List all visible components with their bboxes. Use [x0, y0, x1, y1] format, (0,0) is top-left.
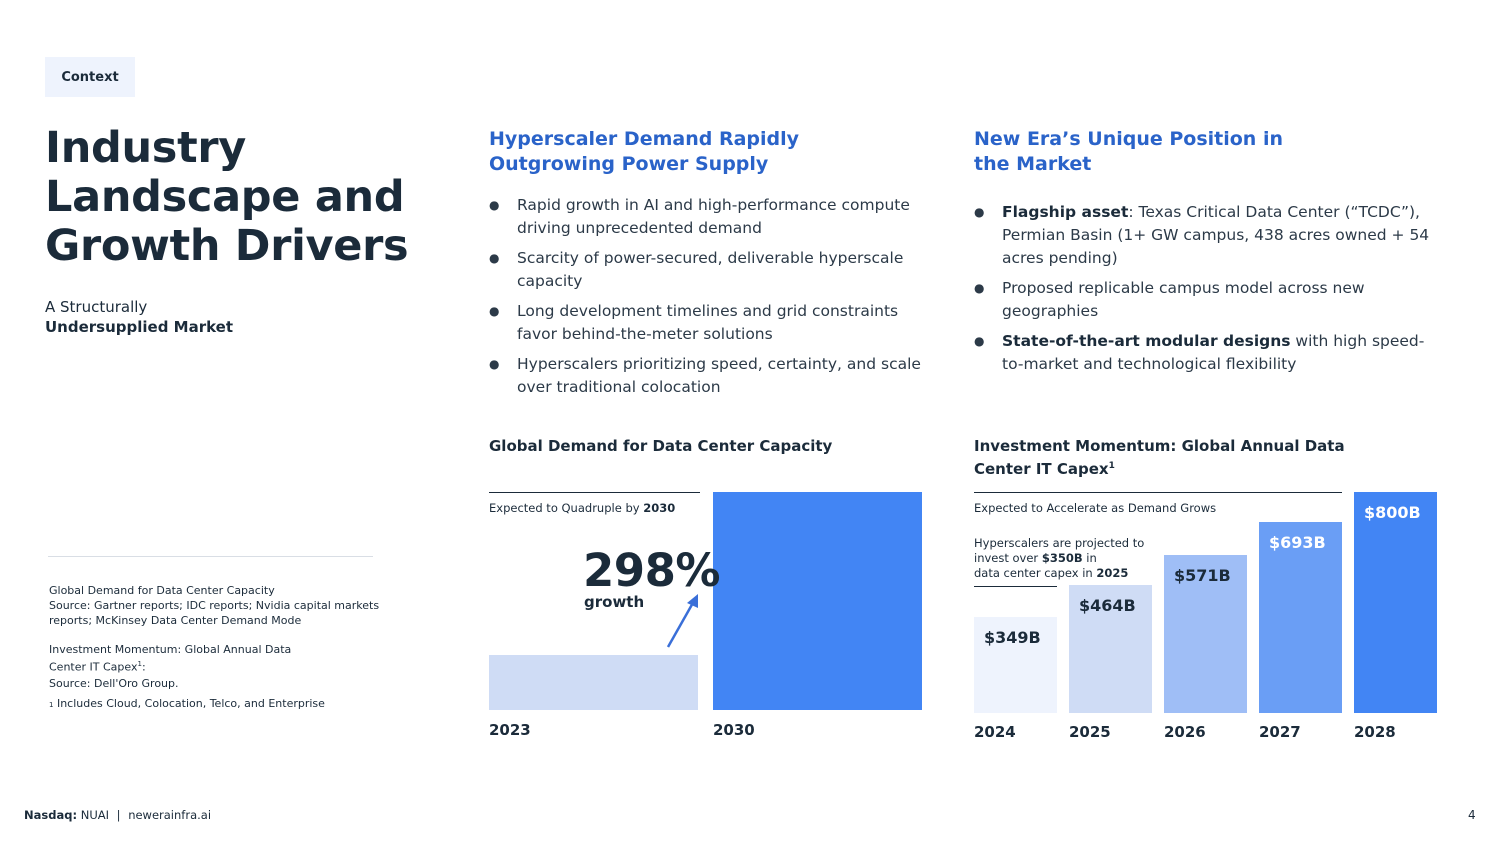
footer-ticker-symbol: NUAI — [80, 808, 109, 822]
chart2-bar-value-label: $800B — [1364, 503, 1421, 522]
chart2-bar-value-label: $571B — [1174, 566, 1231, 585]
col2-bullets: Flagship asset: Texas Critical Data Cent… — [974, 201, 1434, 383]
source-1-line-1: Source: Gartner reports; IDC reports; Nv… — [49, 599, 380, 612]
source-1-title: Global Demand for Data Center Capacity — [49, 584, 275, 597]
footer-website[interactable]: newerainfra.ai — [128, 808, 212, 822]
chart2-callout-l3-prefix: data center capex in — [974, 566, 1097, 580]
col2-bullet-3-bold: State-of-the-art modular designs — [1002, 332, 1291, 350]
chart1-year-label: 2030 — [713, 721, 755, 739]
page-title: Industry Landscape and Growth Drivers — [45, 124, 465, 271]
footer-exchange: Nasdaq: — [24, 808, 78, 822]
source-2-title: Investment Momentum: Global Annual Data — [49, 643, 292, 656]
chart1-bar-2023 — [489, 655, 698, 710]
col1-heading-line-2: Outgrowing Power Supply — [489, 153, 769, 175]
page-title-line-1: Industry — [45, 123, 246, 173]
chart2-bar-2028 — [1354, 492, 1437, 713]
chart2-note: Expected to Accelerate as Demand Grows — [974, 501, 1217, 515]
chart1-note-text: Expected to Quadruple by — [489, 501, 644, 515]
source-2-source: Source: Dell'Oro Group. — [49, 677, 179, 690]
chart2-bar-value-label: $349B — [984, 628, 1041, 647]
source-2-footnote: 1 Includes Cloud, Colocation, Telco, and… — [49, 696, 399, 713]
source-2-sup: 1 — [137, 660, 142, 668]
footer-ticker: Nasdaq: NUAI | newerainfra.ai — [24, 808, 211, 822]
source-2-colon: : — [141, 660, 146, 674]
sources-divider — [48, 556, 373, 557]
col2-bullet-3-text: with high speed-to-market and technologi… — [1002, 332, 1425, 373]
source-2-line-2-text: Center IT Capex — [49, 660, 138, 674]
chart2-year-label: 2024 — [974, 723, 1016, 741]
col1-bullets: Rapid growth in AI and high-performance … — [489, 194, 929, 406]
col2-heading: New Era’s Unique Position in the Market — [974, 127, 1434, 177]
col1-heading: Hyperscaler Demand Rapidly Outgrowing Po… — [489, 127, 929, 177]
col2-bullet-3: State-of-the-art modular designs with hi… — [974, 330, 1434, 376]
chart2-callout-rule — [974, 586, 1057, 587]
chart2-title-sup: 1 — [1108, 461, 1115, 471]
chart2-bar-value-label: $693B — [1269, 533, 1326, 552]
chart1-year-label: 2023 — [489, 721, 531, 739]
col1-bullet-3: Long development timelines and grid cons… — [489, 300, 929, 346]
chart2-year-label: 2028 — [1354, 723, 1396, 741]
chart2-title-line-2-text: Center IT Capex — [974, 460, 1109, 478]
source-1-line-2: reports; McKinsey Data Center Demand Mod… — [49, 614, 302, 627]
footer-separator: | — [116, 808, 121, 822]
subtitle-line-1: A Structurally — [45, 298, 148, 316]
chart2-title: Investment Momentum: Global Annual Data … — [974, 436, 1354, 479]
growth-label: growth — [584, 593, 645, 611]
chart2-callout: Hyperscalers are projected to invest ove… — [974, 536, 1144, 581]
chart2-year-label: 2025 — [1069, 723, 1111, 741]
chart2-callout-l3-bold: 2025 — [1096, 566, 1129, 580]
page-title-line-3: Growth Drivers — [45, 221, 409, 271]
col2-bullet-2: Proposed replicable campus model across … — [974, 277, 1434, 323]
chart2-callout-l2-prefix: invest over — [974, 551, 1042, 565]
col1-bullet-2: Scarcity of power-secured, deliverable h… — [489, 247, 929, 293]
growth-arrow-icon — [666, 594, 698, 648]
chart1-rule — [489, 492, 700, 493]
page-number: 4 — [1468, 808, 1476, 822]
chart2-year-label: 2027 — [1259, 723, 1301, 741]
chart1-bar-2030 — [713, 492, 922, 710]
col1-heading-line-1: Hyperscaler Demand Rapidly — [489, 128, 800, 150]
footnote-marker: 1 — [49, 701, 54, 709]
context-tag: Context — [45, 57, 135, 97]
chart2-callout-l2-bold: $350B — [1041, 551, 1083, 565]
col2-bullet-1-text: : Texas Critical Data Center (“TCDC”), P… — [1002, 203, 1430, 267]
chart2-year-label: 2026 — [1164, 723, 1206, 741]
growth-percentage: 298% — [583, 544, 721, 597]
source-2-line-2: Center IT Capex1: — [49, 657, 399, 675]
chart2-bar-2024 — [974, 617, 1057, 713]
chart1-note: Expected to Quadruple by 2030 — [489, 501, 675, 515]
chart2-bar-2025 — [1069, 585, 1152, 713]
chart2-callout-line-3: data center capex in 2025 — [974, 566, 1144, 581]
chart2-callout-line-2: invest over $350B in — [974, 551, 1144, 566]
chart2-title-line-1: Investment Momentum: Global Annual Data — [974, 437, 1345, 455]
page-title-line-2: Landscape and — [45, 172, 405, 222]
chart2-bar-2027 — [1259, 522, 1342, 713]
col2-heading-line-2: the Market — [974, 153, 1092, 175]
footnote-text: Includes Cloud, Colocation, Telco, and E… — [56, 697, 325, 710]
chart2-rule — [974, 492, 1342, 493]
chart1-note-bold: 2030 — [643, 501, 676, 515]
chart2-bar-value-label: $464B — [1079, 596, 1136, 615]
chart2-callout-line-1: Hyperscalers are projected to — [974, 536, 1145, 550]
chart1-title: Global Demand for Data Center Capacity — [489, 437, 833, 455]
col1-bullet-1: Rapid growth in AI and high-performance … — [489, 194, 929, 240]
col2-heading-line-1: New Era’s Unique Position in — [974, 128, 1283, 150]
subtitle-line-2: Undersupplied Market — [45, 318, 234, 336]
chart2-callout-l2-suffix: in — [1082, 551, 1097, 565]
source-2: Investment Momentum: Global Annual Data … — [49, 642, 399, 675]
chart2-bar-2026 — [1164, 555, 1247, 713]
source-1: Global Demand for Data Center Capacity S… — [49, 583, 399, 628]
col1-bullet-4: Hyperscalers prioritizing speed, certain… — [489, 353, 929, 399]
col2-bullet-1: Flagship asset: Texas Critical Data Cent… — [974, 201, 1434, 270]
chart2-title-line-2: Center IT Capex1 — [974, 456, 1354, 479]
col2-bullet-1-bold: Flagship asset — [1002, 203, 1129, 221]
